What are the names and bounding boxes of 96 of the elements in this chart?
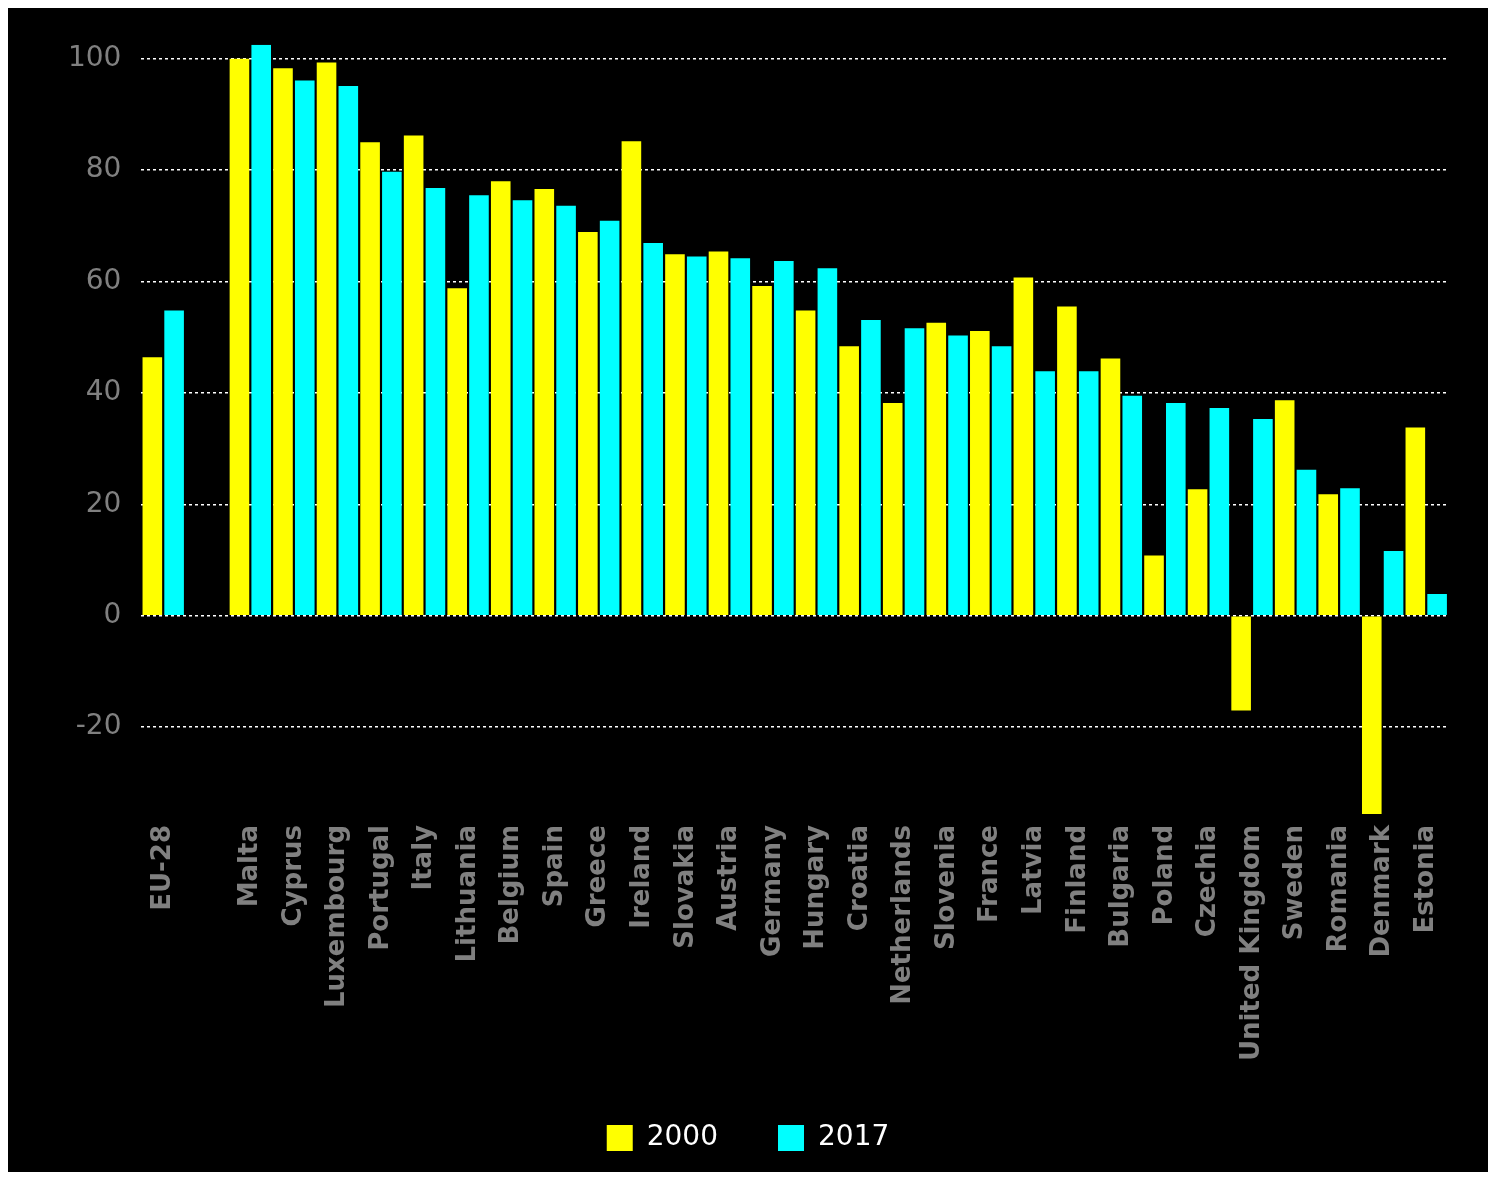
- bar: [817, 268, 838, 615]
- bar: [490, 181, 511, 615]
- bar: [1209, 407, 1230, 615]
- x-tick-label: Italy: [407, 824, 438, 891]
- bar: [534, 189, 555, 615]
- bar: [273, 68, 293, 615]
- bar: [621, 141, 642, 615]
- bar: [1340, 488, 1360, 615]
- bar: [1078, 371, 1099, 615]
- bar: [142, 357, 163, 615]
- y-tick-label: 60: [85, 262, 122, 296]
- x-tick-label: Lithuania: [450, 824, 481, 963]
- bar: [839, 346, 859, 615]
- bar: [643, 243, 663, 615]
- x-tick-label: Sweden: [1278, 824, 1309, 941]
- x-tick-label: France: [973, 824, 1004, 924]
- bar: [708, 251, 729, 615]
- bar: [730, 258, 751, 615]
- y-tick-label: 80: [85, 151, 122, 185]
- bar: [882, 402, 903, 615]
- x-tick-label: Slovenia: [929, 824, 960, 951]
- bar: [229, 58, 250, 615]
- x-tick-label: EU-28: [145, 824, 176, 911]
- bar: [1427, 593, 1447, 615]
- bar: [1122, 395, 1143, 615]
- bar: [970, 331, 990, 615]
- y-tick-label: 100: [67, 40, 122, 74]
- bar: [1166, 402, 1186, 615]
- x-tick-label: Germany: [755, 824, 786, 957]
- bar: [1013, 277, 1034, 615]
- bar: [926, 322, 947, 615]
- bar: [316, 62, 337, 615]
- legend-label: 2000: [646, 1119, 719, 1153]
- bar: [1187, 489, 1208, 615]
- x-tick-label: Finland: [1060, 824, 1091, 934]
- bar: [338, 86, 359, 615]
- bar: [599, 220, 620, 615]
- bar: [578, 231, 598, 615]
- bar: [294, 80, 315, 615]
- x-tick-label: Latvia: [1017, 824, 1048, 915]
- bar: [686, 256, 707, 615]
- x-tick-label: Czechia: [1191, 824, 1222, 938]
- bar: [1383, 551, 1404, 615]
- x-tick-label: Cyprus: [276, 824, 307, 927]
- x-tick-label: Ireland: [625, 824, 656, 929]
- y-tick-label: 20: [85, 485, 122, 519]
- x-tick-label: Netherlands: [886, 824, 917, 1005]
- bar: [1405, 427, 1426, 615]
- y-tick-label: 40: [85, 374, 122, 408]
- x-tick-label: United Kingdom: [1234, 824, 1265, 1062]
- y-tick-label: 0: [103, 596, 122, 630]
- x-tick-label: Bulgaria: [1104, 824, 1135, 948]
- bar: [774, 260, 794, 615]
- bar: [447, 288, 467, 615]
- bar: [904, 328, 925, 615]
- bar: [861, 319, 881, 615]
- x-tick-label: Malta: [233, 824, 264, 908]
- y-tick-label: -20: [75, 708, 122, 742]
- bar: [1274, 400, 1295, 615]
- bar: [360, 142, 380, 615]
- bar: [752, 285, 772, 615]
- bar: [382, 171, 402, 615]
- bar: [1231, 616, 1251, 711]
- bar: [665, 254, 685, 615]
- bar: [795, 310, 816, 615]
- bar: [1144, 555, 1164, 615]
- bar: [164, 310, 184, 615]
- bar: [1253, 419, 1273, 615]
- x-tick-label: Spain: [537, 824, 568, 908]
- legend-label: 2017: [818, 1119, 890, 1153]
- x-tick-label: Austria: [712, 824, 743, 931]
- x-tick-label: Denmark: [1365, 824, 1396, 958]
- bar: [991, 346, 1012, 615]
- bar: [251, 44, 272, 615]
- x-tick-label: Poland: [1147, 824, 1178, 926]
- x-tick-label: Greece: [581, 824, 612, 928]
- x-tick-label: Hungary: [799, 824, 830, 950]
- bar: [1296, 469, 1317, 615]
- x-tick-label: Slovakia: [668, 824, 699, 949]
- bar: [403, 135, 424, 615]
- bar: [1057, 306, 1077, 615]
- x-tick-label: Belgium: [494, 824, 525, 945]
- x-tick-label: Croatia: [842, 824, 873, 932]
- bar: [1361, 616, 1382, 814]
- x-tick-label: Estonia: [1408, 824, 1439, 934]
- bar: [425, 187, 446, 615]
- bar: [512, 200, 533, 615]
- bar: [556, 205, 576, 615]
- x-tick-label: Portugal: [363, 824, 394, 951]
- bar: [948, 335, 968, 615]
- bar: [469, 195, 489, 615]
- bar: [1100, 358, 1121, 615]
- bar: [1318, 494, 1339, 615]
- x-tick-label: Luxembourg: [320, 824, 351, 1008]
- x-tick-label: Romania: [1321, 824, 1352, 953]
- bar: [1035, 371, 1055, 615]
